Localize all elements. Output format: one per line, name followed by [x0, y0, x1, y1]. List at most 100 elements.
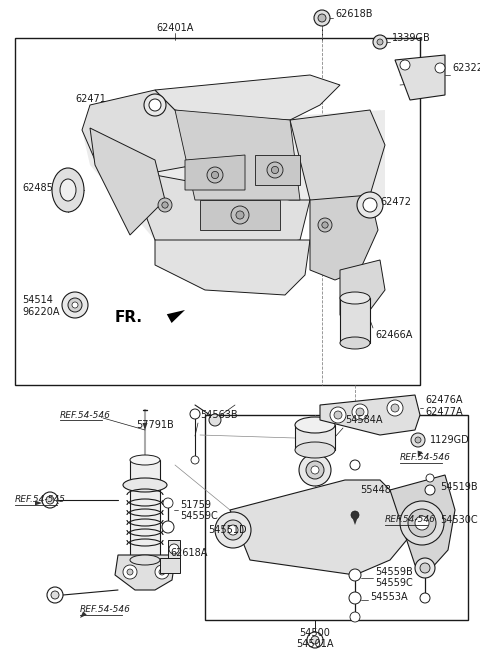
Circle shape [350, 460, 360, 470]
Circle shape [391, 404, 399, 412]
Text: 62485: 62485 [22, 183, 53, 193]
Circle shape [352, 404, 368, 420]
Circle shape [158, 198, 172, 212]
Text: 57791B: 57791B [136, 420, 174, 430]
Polygon shape [155, 75, 340, 120]
Circle shape [127, 569, 133, 575]
Bar [295, 425, 335, 450]
Text: 62471: 62471 [75, 94, 106, 104]
Polygon shape [167, 310, 185, 323]
Text: REF.54-546: REF.54-546 [400, 453, 451, 462]
Polygon shape [90, 128, 165, 235]
Circle shape [159, 569, 165, 575]
Text: 54584A: 54584A [345, 415, 383, 425]
Ellipse shape [295, 442, 335, 458]
Ellipse shape [60, 179, 76, 201]
Text: 62322: 62322 [452, 63, 480, 73]
Text: 55448: 55448 [360, 485, 391, 495]
Circle shape [123, 565, 137, 579]
Circle shape [42, 492, 58, 508]
Ellipse shape [340, 337, 370, 349]
Circle shape [373, 35, 387, 49]
Circle shape [411, 433, 425, 447]
Circle shape [228, 525, 238, 535]
Text: 54559C: 54559C [180, 511, 218, 521]
Text: 62477A: 62477A [425, 407, 463, 417]
Ellipse shape [130, 555, 160, 565]
Bar [340, 298, 370, 343]
Text: 62618B: 62618B [335, 9, 372, 19]
Text: 51759: 51759 [180, 500, 211, 510]
Circle shape [162, 521, 174, 533]
Ellipse shape [130, 455, 160, 465]
Circle shape [415, 437, 421, 443]
Circle shape [356, 408, 364, 416]
Text: 54530C: 54530C [440, 515, 478, 525]
Circle shape [215, 512, 251, 548]
Circle shape [231, 206, 249, 224]
Polygon shape [200, 200, 280, 230]
Circle shape [72, 302, 78, 308]
Circle shape [190, 409, 200, 419]
Circle shape [435, 63, 445, 73]
Text: REF.54-546: REF.54-546 [385, 515, 436, 525]
Circle shape [420, 593, 430, 603]
Circle shape [425, 485, 435, 495]
Polygon shape [155, 240, 310, 295]
Text: FR.: FR. [115, 311, 143, 326]
Polygon shape [352, 518, 358, 525]
Text: 54519B: 54519B [440, 482, 478, 492]
Circle shape [311, 466, 319, 474]
Circle shape [400, 60, 410, 70]
Circle shape [400, 501, 444, 545]
Polygon shape [310, 195, 378, 280]
Polygon shape [140, 175, 310, 255]
Circle shape [420, 563, 430, 573]
Circle shape [155, 565, 169, 579]
Polygon shape [185, 155, 245, 190]
Circle shape [191, 456, 199, 464]
Circle shape [51, 591, 59, 599]
Polygon shape [175, 110, 300, 200]
Circle shape [306, 461, 324, 479]
Circle shape [163, 498, 173, 508]
Text: 54500: 54500 [300, 628, 330, 638]
Text: 54551D: 54551D [208, 525, 247, 535]
Text: 96220A: 96220A [22, 307, 60, 317]
Polygon shape [35, 500, 42, 506]
Bar [15, 38, 420, 385]
Text: 54559B: 54559B [375, 567, 413, 577]
Polygon shape [320, 395, 420, 435]
Text: 62476A: 62476A [425, 395, 463, 405]
Polygon shape [390, 475, 455, 570]
Circle shape [415, 516, 429, 530]
Polygon shape [80, 611, 87, 618]
Polygon shape [290, 110, 385, 210]
Circle shape [236, 211, 244, 219]
Circle shape [307, 632, 323, 648]
Text: 62401A: 62401A [156, 23, 194, 33]
Circle shape [211, 171, 218, 179]
Circle shape [334, 411, 342, 419]
Text: REF.54-545: REF.54-545 [15, 496, 66, 504]
Polygon shape [395, 55, 445, 100]
Circle shape [223, 520, 243, 540]
Polygon shape [418, 451, 422, 458]
Text: 54559C: 54559C [375, 578, 413, 588]
Circle shape [426, 474, 434, 482]
Polygon shape [115, 555, 175, 590]
Circle shape [350, 612, 360, 622]
Text: 1129GD: 1129GD [430, 435, 470, 445]
Ellipse shape [295, 417, 335, 433]
Circle shape [68, 298, 82, 312]
Circle shape [357, 192, 383, 218]
Text: 54514: 54514 [22, 295, 53, 305]
Text: REF.54-546: REF.54-546 [80, 606, 131, 615]
Text: 54553A: 54553A [370, 592, 408, 602]
Circle shape [271, 166, 278, 173]
Text: 54563B: 54563B [200, 410, 238, 420]
Circle shape [318, 14, 326, 22]
Circle shape [314, 10, 330, 26]
Circle shape [363, 198, 377, 212]
Bar [205, 415, 468, 620]
